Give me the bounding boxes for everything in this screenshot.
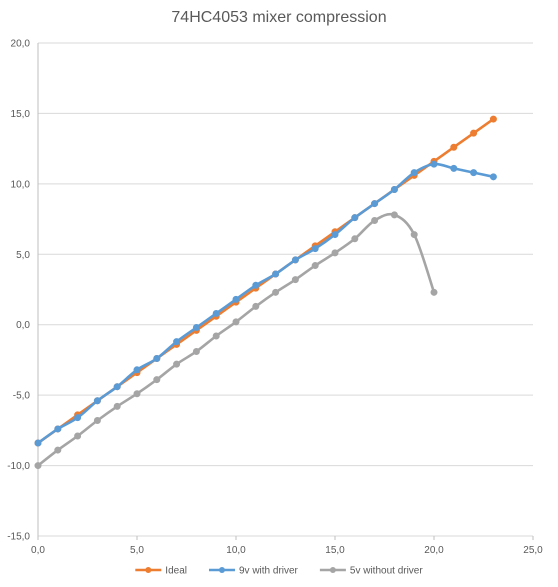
y-tick-label: -10,0: [7, 461, 30, 472]
data-point-5v-without-driver: [34, 462, 42, 470]
data-point-9v-with-driver: [93, 397, 101, 405]
data-point-5v-without-driver: [430, 288, 438, 296]
data-point-5v-without-driver: [331, 249, 339, 257]
x-tick-label: 15,0: [325, 545, 345, 556]
y-tick-label: 20,0: [11, 39, 31, 50]
data-point-9v-with-driver: [212, 309, 220, 317]
chart-title: 74HC4053 mixer compression: [171, 9, 386, 26]
data-point-5v-without-driver: [173, 360, 181, 368]
x-tick-label: 5,0: [130, 545, 144, 556]
series-line-5v-without-driver: [36, 212, 436, 467]
legend-marker-9v-with-driver: [218, 567, 225, 573]
series-5v-without-driver: [34, 211, 438, 470]
legend-item-5v-without-driver: 5v without driver: [319, 566, 423, 577]
x-tick-label: 20,0: [424, 545, 444, 556]
data-point-5v-without-driver: [93, 416, 101, 424]
data-point-9v-with-driver: [153, 355, 161, 363]
data-point-5v-without-driver: [113, 402, 121, 410]
data-point-9v-with-driver: [470, 169, 478, 177]
data-point-5v-without-driver: [410, 231, 418, 239]
data-point-5v-without-driver: [133, 390, 141, 398]
series-lines: [34, 115, 497, 470]
data-point-5v-without-driver: [232, 318, 240, 326]
data-point-9v-with-driver: [173, 338, 181, 346]
data-point-9v-with-driver: [232, 295, 240, 303]
y-tick-label: 0,0: [16, 320, 30, 331]
data-point-ideal: [470, 129, 478, 137]
legend-label-9v-with-driver: 9v with driver: [239, 566, 299, 577]
legend-label-5v-without-driver: 5v without driver: [350, 566, 423, 577]
data-point-5v-without-driver: [291, 276, 299, 284]
data-point-9v-with-driver: [113, 383, 121, 391]
data-point-5v-without-driver: [371, 216, 379, 224]
y-tick-label: -15,0: [7, 532, 30, 543]
data-point-ideal: [489, 115, 497, 123]
data-point-9v-with-driver: [133, 366, 141, 374]
data-point-5v-without-driver: [54, 446, 62, 454]
data-point-5v-without-driver: [153, 376, 161, 384]
data-point-9v-with-driver: [311, 245, 319, 253]
y-tick-label: -5,0: [13, 391, 31, 402]
x-axis-tick-labels: 0,0 5,0 10,0 15,0 20,0 25,0: [31, 545, 543, 556]
data-point-9v-with-driver: [291, 256, 299, 264]
data-point-5v-without-driver: [272, 288, 280, 296]
data-point-5v-without-driver: [192, 347, 200, 355]
legend-marker-ideal: [145, 567, 152, 573]
data-point-5v-without-driver: [74, 432, 82, 440]
data-point-9v-with-driver: [74, 414, 82, 422]
data-point-5v-without-driver: [390, 211, 398, 219]
legend-marker-5v-without-driver: [329, 567, 336, 573]
data-point-9v-with-driver: [371, 200, 379, 208]
y-axis-tick-labels: -15,0 -10,0 -5,0 0,0 5,0 10,0 15,0 20,0: [7, 39, 30, 543]
data-point-5v-without-driver: [212, 332, 220, 340]
data-point-9v-with-driver: [331, 231, 339, 239]
gridlines: [38, 42, 533, 537]
data-point-ideal: [450, 143, 458, 151]
data-point-9v-with-driver: [410, 169, 418, 177]
data-point-9v-with-driver: [351, 214, 359, 222]
series-9v-with-driver: [34, 160, 497, 447]
legend-item-9v-with-driver: 9v with driver: [208, 566, 299, 577]
data-point-5v-without-driver: [351, 235, 359, 243]
y-tick-label: 10,0: [11, 179, 31, 190]
axes: [37, 43, 534, 540]
series-line-9v-with-driver: [36, 162, 495, 445]
y-tick-label: 15,0: [11, 109, 31, 120]
data-point-9v-with-driver: [54, 425, 62, 433]
legend-label-ideal: Ideal: [165, 566, 187, 577]
data-point-9v-with-driver: [192, 324, 200, 332]
data-point-9v-with-driver: [272, 270, 280, 278]
x-tick-label: 25,0: [523, 545, 543, 556]
data-point-5v-without-driver: [311, 262, 319, 270]
data-point-9v-with-driver: [489, 173, 497, 181]
legend: Ideal 9v with driver 5v without driver: [135, 566, 423, 577]
data-point-9v-with-driver: [450, 164, 458, 172]
data-point-9v-with-driver: [252, 281, 260, 289]
data-point-9v-with-driver: [430, 160, 438, 168]
data-point-9v-with-driver: [390, 185, 398, 193]
legend-item-ideal: Ideal: [135, 566, 187, 577]
y-tick-label: 5,0: [16, 250, 30, 261]
data-point-9v-with-driver: [34, 439, 42, 447]
x-tick-label: 0,0: [31, 545, 45, 556]
data-point-5v-without-driver: [252, 302, 260, 310]
x-tick-label: 10,0: [226, 545, 246, 556]
